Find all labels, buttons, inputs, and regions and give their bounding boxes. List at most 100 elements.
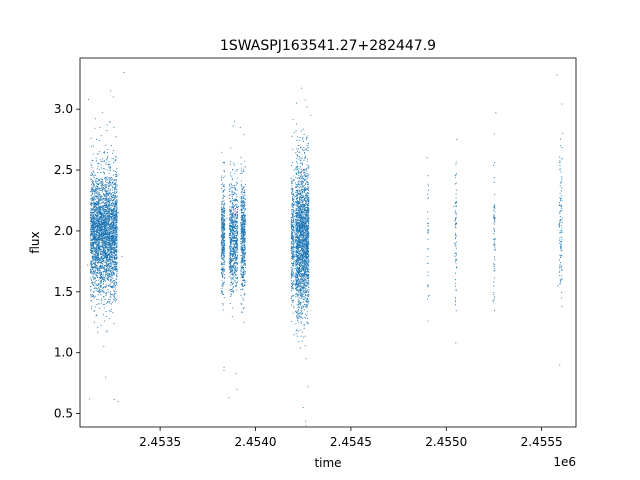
data-point	[91, 281, 93, 283]
data-point	[223, 213, 225, 215]
data-point	[222, 198, 224, 200]
data-point	[92, 246, 94, 248]
data-point	[113, 299, 115, 301]
data-point	[102, 241, 104, 243]
data-point	[98, 244, 101, 246]
data-point	[232, 206, 234, 209]
data-point	[100, 135, 102, 137]
data-point	[101, 226, 103, 228]
data-point	[293, 254, 295, 256]
data-point	[100, 205, 103, 208]
data-point	[231, 236, 233, 238]
data-point	[100, 181, 103, 184]
data-point	[95, 246, 97, 248]
data-point	[100, 212, 102, 214]
data-point	[98, 220, 100, 222]
data-point	[112, 192, 114, 194]
data-point	[116, 268, 118, 270]
data-point	[113, 229, 115, 231]
data-point	[114, 205, 116, 208]
data-point	[229, 228, 231, 231]
data-point	[108, 220, 110, 222]
data-point	[222, 183, 224, 185]
data-point	[243, 223, 245, 225]
data-point	[95, 284, 97, 287]
data-point	[98, 235, 100, 237]
data-point	[105, 284, 107, 286]
data-point	[231, 200, 233, 202]
data-point	[107, 246, 109, 248]
data-point	[107, 259, 109, 261]
data-point	[111, 189, 113, 191]
data-point	[113, 223, 115, 225]
data-point	[104, 241, 106, 243]
data-point	[111, 234, 113, 236]
data-point	[222, 220, 224, 222]
data-point	[94, 186, 96, 188]
data-point	[114, 187, 117, 189]
data-point	[116, 279, 118, 281]
data-point	[106, 256, 109, 258]
data-point	[103, 257, 105, 259]
data-point	[113, 284, 115, 286]
data-point	[241, 201, 243, 204]
data-point	[229, 289, 231, 291]
data-point	[104, 176, 106, 178]
data-point	[89, 214, 92, 216]
data-point	[97, 172, 99, 174]
data-point	[102, 182, 104, 184]
data-point	[234, 240, 237, 242]
data-point	[103, 151, 105, 153]
data-point	[99, 220, 101, 222]
data-point	[112, 254, 114, 256]
data-point	[291, 162, 293, 164]
data-point	[116, 232, 118, 234]
data-point	[231, 216, 233, 219]
data-point	[101, 160, 103, 162]
data-point	[111, 287, 113, 289]
data-point	[221, 229, 223, 231]
data-point	[104, 206, 106, 209]
data-point	[98, 299, 100, 301]
data-point	[230, 277, 232, 280]
data-point	[112, 230, 114, 232]
data-point	[95, 287, 97, 289]
data-point	[105, 310, 107, 313]
data-point	[241, 191, 243, 193]
data-point	[114, 260, 116, 262]
data-point	[111, 236, 113, 238]
data-point	[231, 316, 233, 318]
data-point	[95, 157, 97, 159]
data-point	[116, 196, 118, 198]
data-point	[221, 234, 223, 236]
data-point	[106, 240, 108, 242]
data-point	[105, 243, 107, 245]
data-point	[290, 220, 292, 223]
data-point	[107, 269, 109, 271]
data-point	[101, 217, 103, 219]
data-point	[236, 388, 238, 390]
data-point	[114, 254, 116, 256]
data-point	[229, 267, 231, 269]
data-point	[98, 288, 101, 290]
data-point	[222, 209, 224, 211]
data-point	[111, 222, 113, 225]
data-point	[96, 180, 99, 182]
data-point	[292, 248, 294, 250]
data-point	[96, 266, 98, 269]
data-point	[241, 211, 243, 213]
data-point	[106, 247, 108, 249]
data-point	[109, 302, 111, 304]
data-point	[100, 214, 102, 216]
data-point	[244, 266, 246, 269]
data-point	[106, 263, 108, 266]
data-point	[293, 169, 295, 171]
data-point	[103, 280, 105, 282]
data-point	[94, 237, 96, 239]
data-point	[107, 195, 109, 197]
data-point	[100, 289, 102, 291]
data-point	[240, 241, 242, 243]
data-point	[240, 204, 242, 206]
data-point	[115, 184, 117, 186]
data-point	[102, 191, 104, 193]
